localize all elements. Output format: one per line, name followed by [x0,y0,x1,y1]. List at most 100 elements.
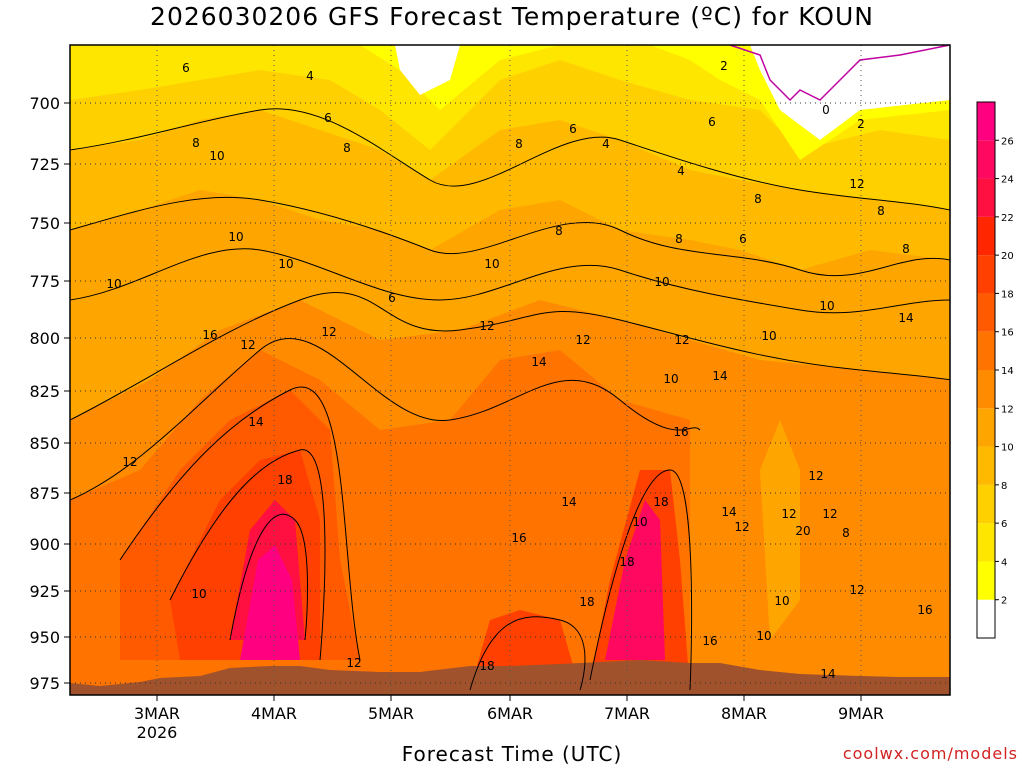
colorbar-segment [977,255,995,294]
contour-value-label: 14 [721,505,736,519]
y-tick-label: 725 [29,155,60,174]
contour-value-label: 14 [531,355,546,369]
x-tick-label: 6MAR [487,704,533,723]
x-tick-label: 5MAR [368,704,414,723]
field-band-10 [760,420,800,640]
contour-value-label: 16 [673,425,688,439]
colorbar-tick-label: 8 [1001,481,1007,492]
contour-value-label: 10 [819,299,834,313]
contour-value-label: 16 [511,531,526,545]
contour-value-label: 10 [632,515,647,529]
contour-value-label: 8 [902,242,910,256]
contour-value-label: 12 [122,455,137,469]
contour-value-label: 10 [774,594,789,608]
contour-line [169,449,326,661]
field-band-26 [240,545,300,660]
grid-lines [70,45,950,695]
contour-value-label: 8 [343,141,351,155]
y-tick-label: 950 [29,628,60,647]
colorbar-segment [977,484,995,524]
zero-degree-line [729,45,950,102]
contour-line [70,248,950,314]
colorbar-tick-label: 6 [1001,519,1007,530]
contour-value-label: 6 [708,115,716,129]
contour-value-label: 18 [653,495,668,509]
x-tick-label: 4MAR [251,704,297,723]
contour-value-label: 18 [619,555,634,569]
contour-value-label: 6 [739,232,747,246]
contour-value-label: 10 [228,230,243,244]
contour-value-label: 10 [278,257,293,271]
x-tick-label: 7MAR [604,704,650,723]
contour-value-label: 8 [842,526,850,540]
colorbar-tick-label: 24 [1001,175,1014,186]
contour-value-label: 10 [191,587,206,601]
contour-value-label: 12 [822,507,837,521]
contour-value-label: 4 [602,137,610,151]
contour-value-label: 16 [202,328,217,342]
y-tick-label: 775 [29,272,60,291]
terrain-ground [70,660,950,695]
contour-value-label: 12 [575,333,590,347]
colorbar-segment [977,140,995,179]
colorbar-tick-label: 12 [1001,404,1014,415]
contour-value-label: 10 [209,149,224,163]
contour-value-label: 10 [106,277,121,291]
contour-value-label: 6 [388,291,396,305]
contour-line [70,108,950,211]
contour-line [229,513,308,641]
colorbar-tick-label: 20 [1001,251,1014,262]
contour-value-label: 0 [822,103,830,117]
x-tick-label: 3MAR [134,704,180,723]
contour-value-label: 18 [277,473,292,487]
contour-value-label: 4 [306,69,314,83]
contour-value-label: 2 [857,117,865,131]
colorbar-segment [977,370,995,409]
contour-value-label: 14 [898,311,913,325]
contour-value-label: 6 [569,122,577,136]
colorbar-segment [977,561,995,600]
contour-value-label: 10 [756,629,771,643]
contour-value-label: 12 [849,177,864,191]
colorbar-tick-label: 22 [1001,213,1014,224]
chart-title: 2026030206 GFS Forecast Temperature (ºC)… [150,2,874,31]
contour-value-label: 14 [820,667,835,681]
contour-value-label: 16 [702,634,717,648]
y-tick-label: 750 [29,214,60,233]
colorbar-segment [977,216,995,256]
y-tick-label: 800 [29,329,60,348]
colorbar-segment [977,178,995,217]
y-tick-label: 875 [29,484,60,503]
contour-value-label: 18 [579,595,594,609]
field-band-12b [690,370,950,695]
contour-line [589,469,693,691]
colorbar-tick-label: 10 [1001,443,1014,454]
contour-value-label: 2 [720,59,728,73]
colorbar-segment [977,523,995,562]
contour-line [70,338,701,501]
contour-value-label: 18 [479,659,494,673]
x-tick-label: 8MAR [721,704,767,723]
field-band-24 [605,500,665,660]
contour-value-label: 20 [795,524,810,538]
contour-value-label: 12 [240,338,255,352]
contour-value-label: 16 [917,603,932,617]
colorbar-tick-label: 26 [1001,136,1014,147]
contour-value-label: 12 [734,520,749,534]
contour-value-label: 8 [754,192,762,206]
colorbar-tick-label: 18 [1001,289,1014,300]
colorbar-tick-label: 16 [1001,328,1014,339]
contour-value-label: 10 [761,329,776,343]
contour-value-label: 12 [346,656,361,670]
contour-value-label: 8 [192,136,200,150]
contour-value-label: 10 [484,257,499,271]
y-tick-label: 975 [29,674,60,693]
contour-value-label: 4 [677,164,685,178]
y-tick-label: 925 [29,582,60,601]
contour-line [469,616,586,691]
contour-value-label: 10 [654,275,669,289]
colorbar-segment [977,599,995,638]
